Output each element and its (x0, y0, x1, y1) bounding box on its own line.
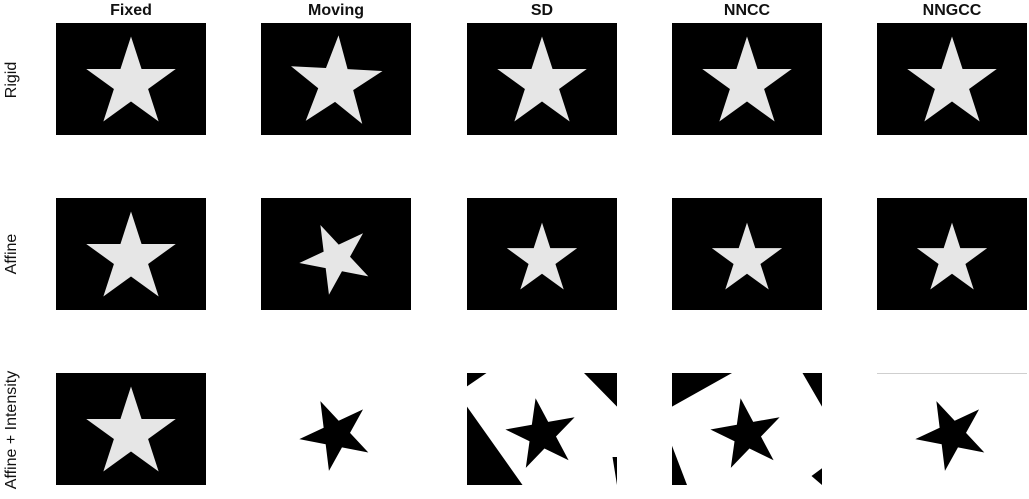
corner-fragment-2 (672, 445, 687, 485)
panel-affine-fixed (56, 198, 206, 310)
panel-intensity-fixed (56, 373, 206, 485)
panel-affine-moving (261, 198, 411, 310)
panel-rigid-fixed (56, 23, 206, 135)
star-shape (86, 211, 176, 297)
star-shape (299, 401, 369, 471)
panel-affine-sd (467, 198, 617, 310)
star-shape (506, 222, 578, 290)
panel-rigid-sd (467, 23, 617, 135)
corner-fragment-3 (811, 468, 822, 485)
corner-fragment-1 (802, 373, 822, 407)
star-shape (916, 222, 988, 290)
row-label-rigid: Rigid (3, 61, 20, 99)
panel-intensity-nngcc (877, 373, 1027, 485)
corner-fragment-0 (672, 373, 732, 407)
star-shape (711, 222, 783, 290)
star-shape (915, 401, 985, 471)
panel-rigid-moving (261, 23, 411, 135)
panel-affine-nngcc (877, 198, 1027, 310)
panel-intensity-moving (261, 373, 411, 485)
panel-rigid-nngcc (877, 23, 1027, 135)
star-shape (497, 36, 587, 122)
corner-fragment-1 (584, 373, 617, 407)
star-shape (299, 224, 369, 295)
star-shape (710, 398, 780, 468)
column-title-nngcc: NNGCC (922, 2, 982, 19)
panel-affine-nncc (672, 198, 822, 310)
star-shape (291, 35, 383, 124)
column-title-sd: SD (530, 2, 554, 19)
star-shape (86, 36, 176, 122)
column-title-fixed: Fixed (110, 2, 152, 19)
star-shape (907, 36, 997, 122)
panel-intensity-sd (467, 373, 617, 485)
star-shape (702, 36, 792, 122)
panel-rigid-nncc (672, 23, 822, 135)
panel-intensity-nncc (672, 373, 822, 485)
corner-fragment-3 (612, 457, 617, 485)
star-shape (505, 398, 575, 468)
column-title-moving: Moving (308, 2, 364, 19)
star-shape (86, 386, 176, 472)
row-label-intensity: Affine + Intensity (3, 370, 20, 490)
row-label-affine: Affine (3, 233, 20, 275)
column-title-nncc: NNCC (723, 2, 771, 19)
